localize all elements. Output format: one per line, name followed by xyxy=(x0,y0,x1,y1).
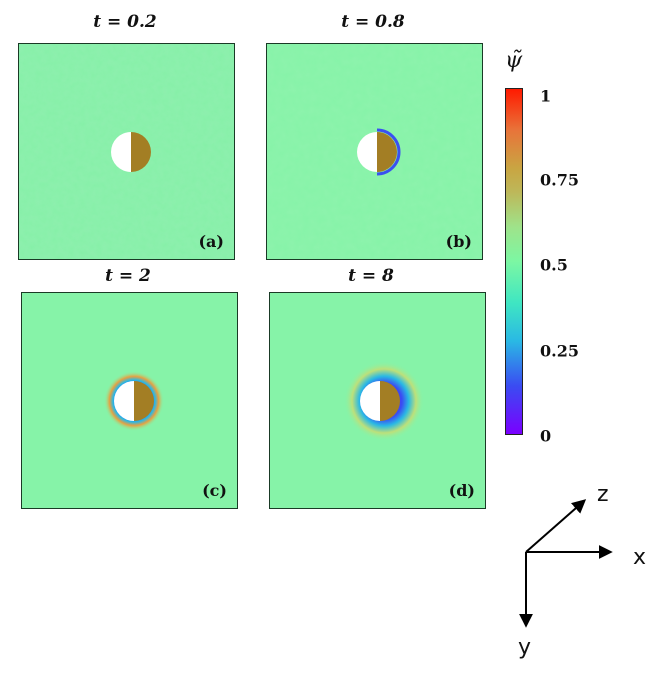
panel-d-field xyxy=(270,293,485,508)
panel-d-title: t = 8 xyxy=(271,266,471,286)
particle-void xyxy=(357,132,377,172)
panel-c: (c) xyxy=(21,292,238,509)
colorbar-tick: 0.75 xyxy=(540,170,579,190)
panel-c-title-text: t = 2 xyxy=(105,266,151,286)
particle-void xyxy=(114,381,134,421)
axis-triad xyxy=(519,499,613,628)
particle-void xyxy=(360,381,380,421)
particle-half xyxy=(377,132,397,172)
colorbar-tick: 0 xyxy=(540,426,552,446)
panel-c-label: (c) xyxy=(202,481,227,500)
panel-a-title: t = 0.2 xyxy=(25,12,225,32)
panel-b-field xyxy=(267,44,482,259)
z-axis-arrow xyxy=(525,499,587,553)
particle-half xyxy=(134,381,154,421)
panel-d-title-text: t = 8 xyxy=(348,266,394,286)
panel-c-title: t = 2 xyxy=(28,266,228,286)
panel-d: (d) xyxy=(269,292,486,509)
colorbar-title: ψ̃ xyxy=(505,48,523,73)
colorbar-tick: 1 xyxy=(540,86,552,106)
panel-b: (b) xyxy=(266,43,483,260)
panel-d-label: (d) xyxy=(448,481,475,500)
colorbar xyxy=(505,88,523,435)
particle-half xyxy=(131,132,151,172)
particle-half xyxy=(380,381,400,421)
axis-label-x: x xyxy=(633,545,647,570)
panel-a-field xyxy=(19,44,234,259)
panel-b-label: (b) xyxy=(445,232,472,251)
panel-a-label: (a) xyxy=(198,232,224,251)
panel-b-title: t = 0.8 xyxy=(273,12,473,32)
colorbar-tick: 0.5 xyxy=(540,255,568,275)
panel-b-title-text: t = 0.8 xyxy=(341,12,405,32)
panel-a: (a) xyxy=(18,43,235,260)
colorbar-tick: 0.25 xyxy=(540,341,579,361)
axis-label-z: z xyxy=(597,482,609,507)
particle-void xyxy=(111,132,131,172)
depletion-ring xyxy=(376,128,401,176)
axis-label-y: y xyxy=(518,635,532,660)
panel-a-title-text: t = 0.2 xyxy=(93,12,157,32)
panel-c-field xyxy=(22,293,237,508)
